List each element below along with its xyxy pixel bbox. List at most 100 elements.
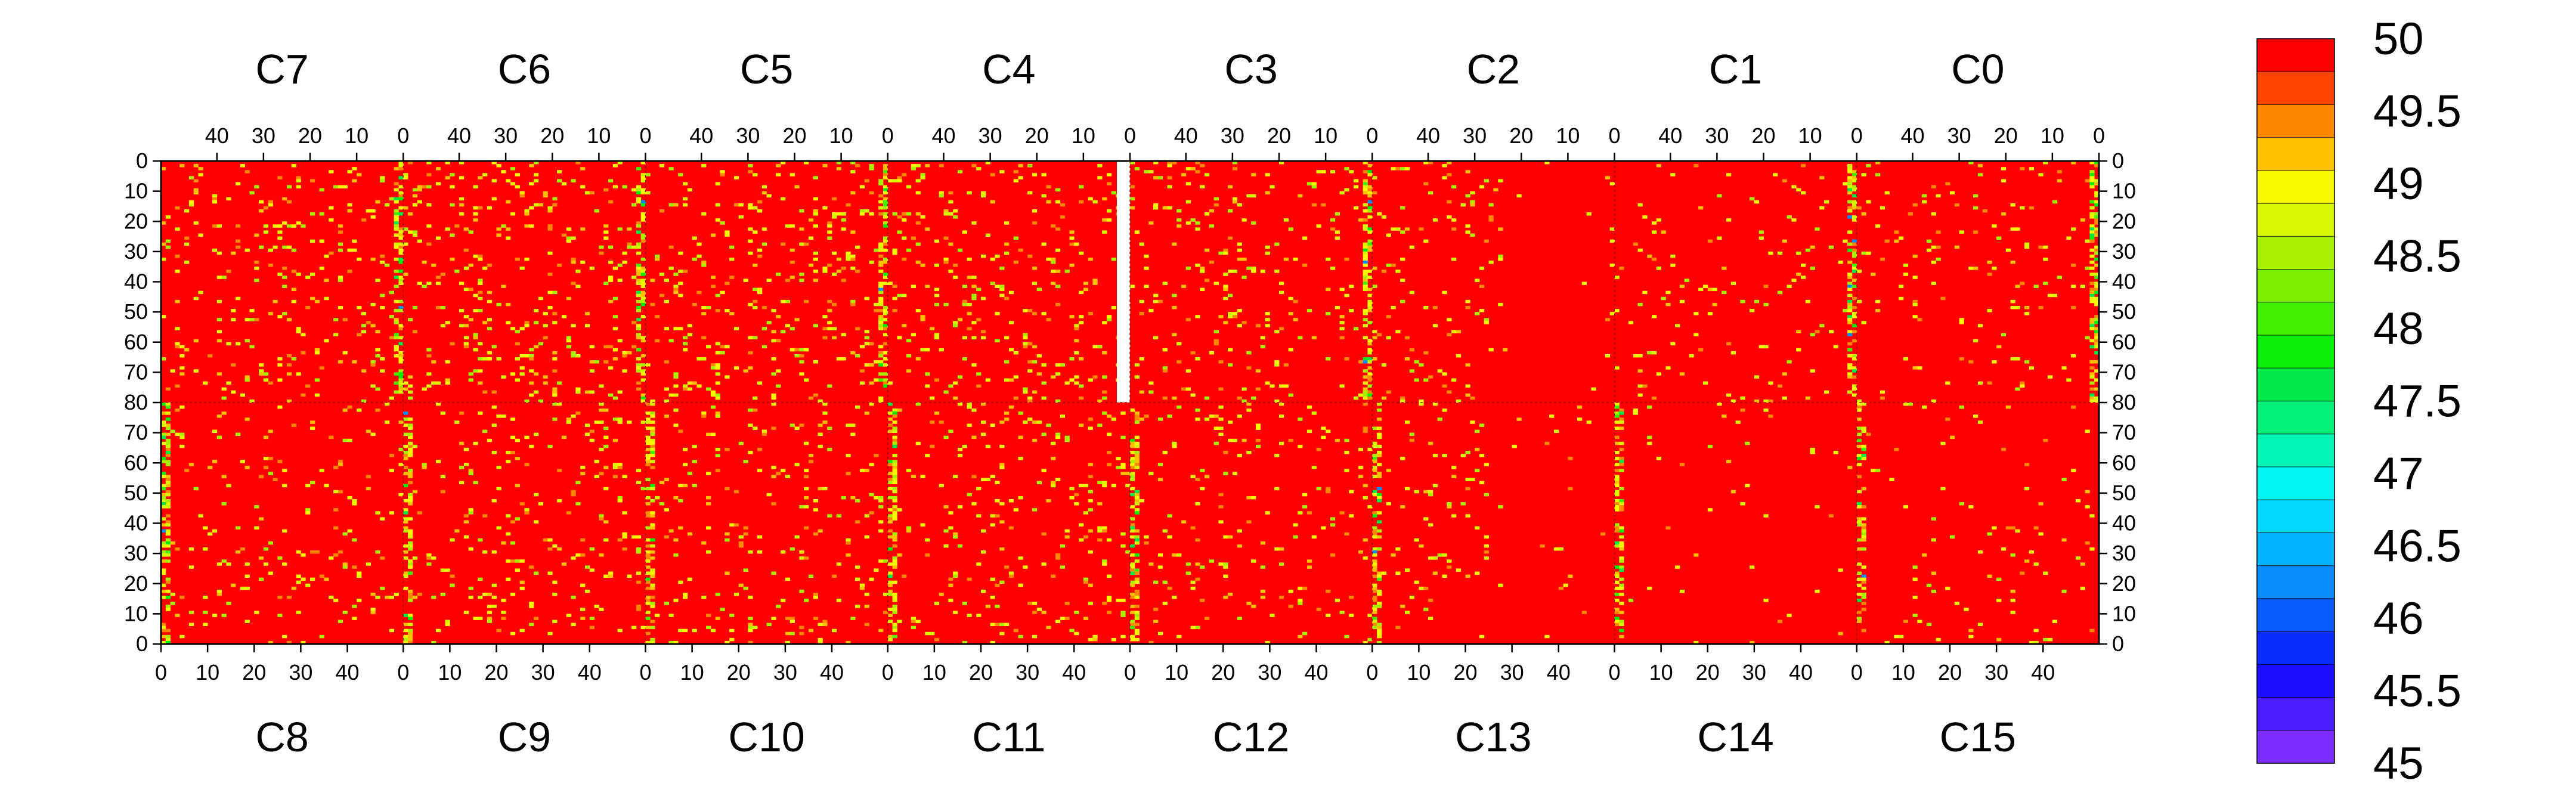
- heatmap-cell: [547, 538, 553, 542]
- heatmap-cell: [715, 592, 720, 596]
- heatmap-cell: [1167, 185, 1172, 188]
- heatmap-cell: [753, 206, 758, 210]
- heatmap-cell: [1451, 227, 1457, 231]
- heatmap-cell: [1176, 209, 1182, 213]
- heatmap-cell: [398, 248, 404, 252]
- heatmap-cell: [291, 248, 296, 252]
- heatmap-cell: [1852, 215, 1857, 219]
- heatmap-cell: [724, 375, 730, 379]
- heatmap-cell: [1805, 248, 1811, 252]
- heatmap-cell: [1619, 577, 1624, 581]
- heatmap-cell: [1419, 586, 1424, 590]
- heatmap-cell: [673, 327, 679, 330]
- heatmap-cell: [1032, 390, 1038, 394]
- heatmap-cell: [976, 384, 982, 388]
- heatmap-cell: [1977, 623, 1983, 627]
- heatmap-cell: [1013, 508, 1018, 512]
- heatmap-cell: [1619, 556, 1624, 560]
- heatmap-cell: [710, 628, 716, 633]
- heatmap-cell: [1190, 526, 1196, 530]
- heatmap-cell: [846, 423, 851, 427]
- heatmap-cell: [1162, 206, 1168, 210]
- heatmap-cell: [165, 628, 171, 633]
- heatmap-cell: [1363, 484, 1368, 488]
- heatmap-cell: [385, 420, 390, 424]
- heatmap-cell: [603, 426, 609, 430]
- heatmap-cell: [208, 466, 213, 469]
- heatmap-cell: [664, 508, 669, 512]
- heatmap-cell: [487, 351, 493, 355]
- heatmap-cell: [1339, 327, 1345, 330]
- heatmap-cell: [594, 605, 599, 608]
- heatmap-cell: [1852, 267, 1857, 270]
- heatmap-cell: [1395, 547, 1401, 551]
- heatmap-cell: [1614, 435, 1620, 439]
- heatmap-cell: [519, 194, 525, 198]
- heatmap-cell: [170, 602, 175, 605]
- heatmap-cell: [1041, 194, 1046, 198]
- heatmap-cell: [1013, 170, 1018, 174]
- heatmap-cell: [398, 275, 404, 279]
- heatmap-cell: [1205, 173, 1210, 177]
- heatmap-cell: [1675, 324, 1680, 327]
- heatmap-cell: [2043, 438, 2048, 442]
- heatmap-cell: [352, 167, 357, 171]
- heatmap-cell: [599, 251, 604, 255]
- heatmap-cell: [1479, 454, 1485, 457]
- heatmap-cell: [1987, 273, 1992, 276]
- heatmap-cell: [1092, 278, 1098, 282]
- heatmap-cell: [668, 339, 674, 343]
- heatmap-cell: [1106, 599, 1112, 602]
- heatmap-cell: [636, 242, 642, 246]
- heatmap-cell: [785, 577, 791, 581]
- heatmap-cell: [403, 614, 408, 617]
- heatmap-cell: [408, 571, 413, 575]
- heatmap-cell: [412, 556, 418, 560]
- heatmap-cell: [529, 393, 534, 397]
- heatmap-cell: [733, 592, 739, 596]
- heatmap-cell: [1381, 363, 1387, 367]
- heatmap-cell: [1880, 206, 1885, 210]
- heatmap-cell: [426, 281, 432, 285]
- heatmap-cell: [925, 538, 930, 542]
- heatmap-cell: [911, 236, 917, 240]
- heatmap-cell: [859, 345, 865, 349]
- heatmap-cell: [314, 378, 320, 382]
- heatmap-cell: [1577, 405, 1583, 409]
- heatmap-cell: [1614, 544, 1620, 548]
- heatmap-cell: [1847, 363, 1853, 367]
- heatmap-cell: [631, 245, 637, 249]
- heatmap-cell: [1060, 203, 1066, 207]
- heatmap-cell: [179, 444, 185, 448]
- heatmap-cell: [650, 605, 655, 608]
- heatmap-cell: [1488, 348, 1494, 352]
- heatmap-cell: [310, 212, 315, 216]
- heatmap-cell: [753, 306, 758, 309]
- heatmap-cell: [161, 517, 166, 521]
- heatmap-cell: [1992, 267, 1997, 270]
- heatmap-cell: [1432, 484, 1438, 488]
- heatmap-cell: [380, 254, 385, 258]
- heatmap-cell: [887, 514, 893, 518]
- heatmap-cell: [403, 227, 408, 231]
- heatmap-cell: [1102, 529, 1107, 533]
- heatmap-cell: [1693, 312, 1699, 315]
- heatmap-cell: [818, 423, 823, 427]
- heatmap-cell: [729, 245, 735, 249]
- heatmap-cell: [1200, 185, 1205, 188]
- heatmap-cell: [827, 447, 832, 451]
- heatmap-cell: [2071, 405, 2076, 409]
- heatmap-cell: [1847, 342, 1853, 346]
- heatmap-cell: [715, 447, 720, 451]
- heatmap-cell: [1363, 261, 1368, 264]
- heatmap-cell: [212, 248, 218, 252]
- heatmap-cell: [1796, 330, 1801, 333]
- heatmap-cell: [575, 502, 581, 506]
- heatmap-cell: [1349, 514, 1354, 518]
- heatmap-cell: [468, 372, 473, 376]
- heatmap-cell: [1852, 278, 1857, 282]
- heatmap-cell: [547, 631, 553, 636]
- heatmap-cell: [883, 273, 888, 276]
- heatmap-cell: [664, 399, 669, 403]
- heatmap-cell: [683, 348, 688, 352]
